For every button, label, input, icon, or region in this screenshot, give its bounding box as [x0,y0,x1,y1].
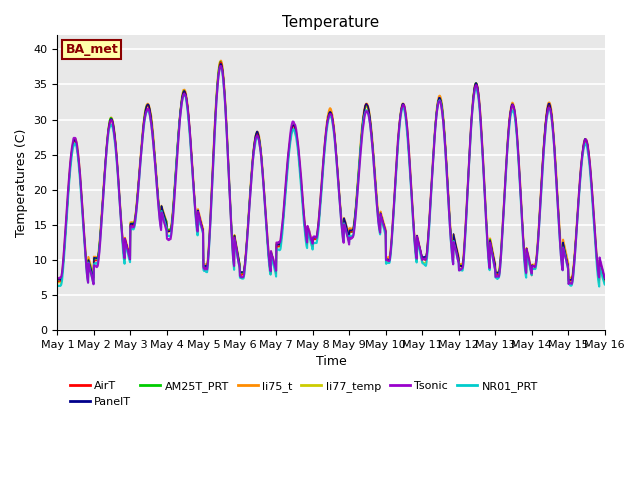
Legend: AirT, PanelT, AM25T_PRT, li75_t, li77_temp, Tsonic, NR01_PRT: AirT, PanelT, AM25T_PRT, li75_t, li77_te… [65,377,542,411]
X-axis label: Time: Time [316,355,346,368]
Title: Temperature: Temperature [282,15,380,30]
Text: BA_met: BA_met [66,43,118,56]
Y-axis label: Temperatures (C): Temperatures (C) [15,129,28,237]
